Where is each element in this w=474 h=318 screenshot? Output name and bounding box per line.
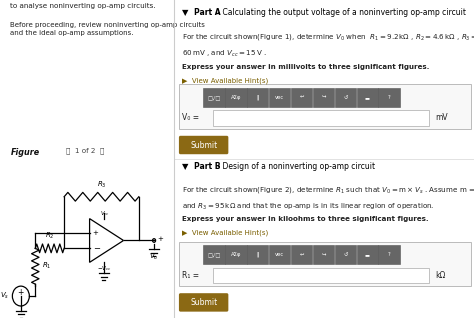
FancyBboxPatch shape [213,268,429,283]
FancyBboxPatch shape [291,245,312,264]
Text: For the circuit shown(Figure 2), determine $R_1$ such that $V_0 = \mathrm{m} \ti: For the circuit shown(Figure 2), determi… [182,185,474,195]
FancyBboxPatch shape [356,245,378,264]
Text: For the circuit shown(Figure 1), determine $V_0$ when  $R_1 = 9.2\,\mathrm{k\Ome: For the circuit shown(Figure 1), determi… [182,32,474,42]
Text: ||: || [256,252,260,258]
Text: - Calculating the output voltage of a noninverting op-amp circuit: - Calculating the output voltage of a no… [216,8,466,17]
Text: $R_2$: $R_2$ [45,231,55,241]
Text: ▼: ▼ [182,162,189,171]
FancyBboxPatch shape [203,88,225,107]
Text: ▬: ▬ [365,95,370,100]
FancyBboxPatch shape [269,245,291,264]
Text: −: − [92,244,100,253]
FancyBboxPatch shape [0,142,174,318]
Text: ||: || [256,94,260,100]
Text: □√□: □√□ [208,95,221,100]
Text: ΑΣφ: ΑΣφ [231,95,241,100]
FancyBboxPatch shape [356,88,378,107]
FancyBboxPatch shape [213,110,429,126]
FancyBboxPatch shape [335,245,356,264]
Text: Submit: Submit [190,141,218,149]
Text: +: + [157,237,164,243]
Text: ↺: ↺ [343,252,347,257]
FancyBboxPatch shape [247,88,268,107]
Text: ▶  View Available Hint(s): ▶ View Available Hint(s) [182,230,268,236]
Text: Before proceeding, review noninverting op-amp circuits
and the ideal op-amp assu: Before proceeding, review noninverting o… [10,22,205,36]
Text: ▶  View Available Hint(s): ▶ View Available Hint(s) [182,78,268,84]
Text: kΩ: kΩ [435,271,446,280]
FancyBboxPatch shape [313,88,334,107]
Text: $R_3$: $R_3$ [97,180,106,190]
Text: +: + [92,230,99,236]
Text: $-V_{cc}$: $-V_{cc}$ [97,264,112,273]
Text: 〈  1 of 2  〉: 〈 1 of 2 〉 [66,148,105,155]
Text: vec: vec [275,252,284,257]
Text: Figure: Figure [10,148,40,157]
Text: mV: mV [435,114,447,122]
Text: and $R_3 = 95\,\mathrm{k\Omega}$ and that the op-amp is in its linear region of : and $R_3 = 95\,\mathrm{k\Omega}$ and tha… [182,202,434,212]
Text: $V_{cc}$: $V_{cc}$ [100,209,109,218]
FancyBboxPatch shape [179,84,471,129]
Text: - Design of a noninverting op-amp circuit: - Design of a noninverting op-amp circui… [216,162,375,171]
Text: $V_s$: $V_s$ [0,291,9,301]
Text: $V_o$: $V_o$ [149,252,159,262]
Text: Part B: Part B [194,162,220,171]
Text: Express your answer in kiloohms to three significant figures.: Express your answer in kiloohms to three… [182,216,428,222]
FancyBboxPatch shape [225,88,246,107]
Text: Express your answer in millivolts to three significant figures.: Express your answer in millivolts to thr… [182,64,429,70]
FancyBboxPatch shape [378,88,400,107]
FancyBboxPatch shape [335,88,356,107]
FancyBboxPatch shape [225,245,246,264]
Text: +: + [18,288,24,297]
Text: ▼: ▼ [182,8,189,17]
Text: vec: vec [275,95,284,100]
Text: R₁ =: R₁ = [182,271,199,280]
FancyBboxPatch shape [179,293,228,312]
Text: V₀ =: V₀ = [182,114,199,122]
FancyBboxPatch shape [179,136,228,154]
FancyBboxPatch shape [378,245,400,264]
Text: ↪: ↪ [321,252,326,257]
FancyBboxPatch shape [313,245,334,264]
FancyBboxPatch shape [247,245,268,264]
Text: Submit: Submit [190,298,218,307]
Text: ▬: ▬ [365,252,370,257]
FancyBboxPatch shape [179,242,471,286]
Text: ↩: ↩ [300,252,304,257]
Text: $R_1$: $R_1$ [42,261,51,271]
FancyBboxPatch shape [203,245,225,264]
Text: ↺: ↺ [343,95,347,100]
Text: Part A: Part A [194,8,220,17]
FancyBboxPatch shape [291,88,312,107]
Text: ↩: ↩ [300,95,304,100]
Text: ΑΣφ: ΑΣφ [231,252,241,257]
Text: ↪: ↪ [321,95,326,100]
Text: ?: ? [388,252,391,257]
Text: □√□: □√□ [208,252,221,257]
Text: to analyse noninverting op-amp circuits.: to analyse noninverting op-amp circuits. [10,3,156,9]
Text: ?: ? [388,95,391,100]
FancyBboxPatch shape [269,88,291,107]
Text: $60\,\mathrm{mV}$ , and $V_{cc} = 15\,\mathrm{V}$ .: $60\,\mathrm{mV}$ , and $V_{cc} = 15\,\m… [182,49,266,59]
